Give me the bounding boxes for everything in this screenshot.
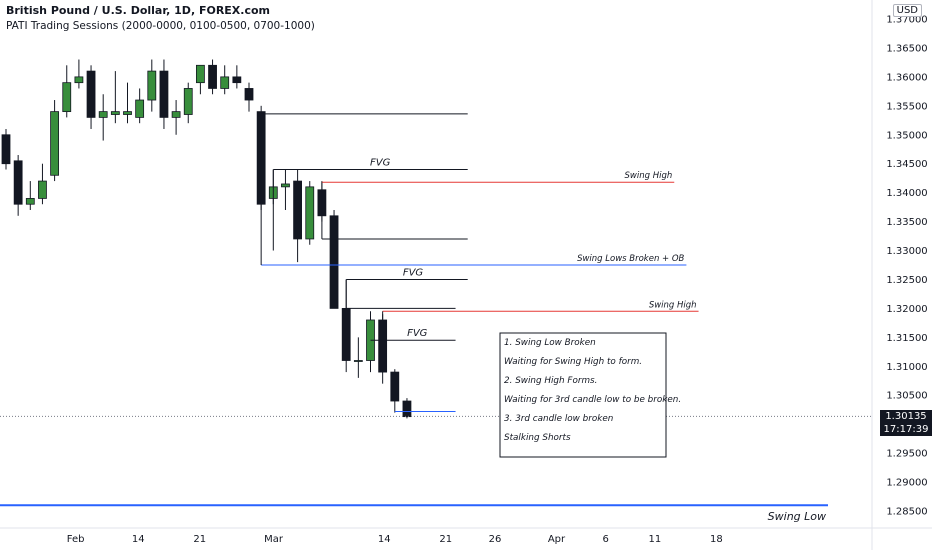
note-line: Stalking Shorts (504, 433, 571, 443)
price-tick-label: 1.31500 (886, 333, 927, 344)
price-tick-label: 1.33000 (886, 246, 927, 257)
price-tick-label: 1.32500 (886, 275, 927, 286)
time-tick-label: 11 (649, 534, 662, 545)
price-tick-label: 1.30500 (886, 391, 927, 402)
candle-body (38, 180, 47, 199)
candle-body (123, 111, 132, 115)
time-tick-label: 18 (710, 534, 723, 545)
candle-body (25, 198, 35, 205)
price-tick-label: 1.36000 (886, 72, 927, 83)
price-tick-label: 1.34000 (886, 188, 927, 199)
price-tick-label: 1.36500 (886, 43, 927, 54)
note-line: 3. 3rd candle low broken (504, 414, 613, 424)
time-tick-label: 6 (603, 534, 609, 545)
candle-body (74, 76, 84, 84)
price-tick-label: 1.33500 (886, 217, 927, 228)
candle-body (244, 88, 254, 101)
price-tick-label: 1.35000 (886, 130, 927, 141)
time-tick-label: Apr (548, 534, 566, 545)
candle-body (329, 215, 339, 309)
annotation-label: FVG (407, 328, 428, 339)
last-price-label: 1.30135 (880, 410, 932, 423)
candle-body (1, 134, 11, 165)
candle-body (390, 371, 400, 402)
candle-body (353, 360, 363, 362)
time-tick-label: Mar (264, 534, 284, 545)
candle-body (159, 70, 169, 118)
indicator-legend[interactable]: PATI Trading Sessions (2000-0000, 0100-0… (6, 20, 315, 32)
currency-badge[interactable]: USD (892, 4, 922, 17)
price-plot (0, 59, 872, 419)
note-line: 2. Swing High Forms. (504, 376, 597, 386)
candle-body (171, 111, 181, 118)
candle-body (195, 64, 205, 84)
candle-body (50, 111, 59, 176)
candle-body (293, 180, 303, 240)
note-line: Waiting for 3rd candle low to be broken. (504, 395, 681, 405)
candle-body (98, 111, 108, 118)
candle-body (110, 111, 120, 115)
annotation-label: Swing Lows Broken + OB (577, 254, 684, 264)
candle-body (135, 99, 145, 118)
price-tick-label: 1.37000 (886, 15, 927, 26)
bar-countdown-label: 17:17:39 (880, 423, 932, 436)
candle-body (62, 82, 72, 113)
annotation-label: FVG (403, 267, 424, 278)
symbol-title: British Pound / U.S. Dollar, 1D, FOREX.c… (6, 4, 270, 17)
time-tick-label: 14 (132, 534, 145, 545)
candle-body (208, 64, 217, 89)
candle-body (402, 400, 412, 418)
notes-box (499, 332, 667, 458)
price-tick-label: 1.29500 (886, 449, 927, 460)
candle-body (305, 186, 315, 240)
annotation-layer: FVG Swing High Swing Lows Broken + OB FVG Sw… (0, 113, 828, 523)
annotation-label: FVG (370, 157, 391, 168)
time-tick-label: 26 (489, 534, 502, 545)
candle-body (86, 70, 96, 118)
price-tick-label: 1.32000 (886, 304, 927, 315)
price-tick-label: 1.34500 (886, 159, 927, 170)
price-tick-label: 1.35500 (886, 101, 927, 112)
annotation-label: Swing Low (768, 510, 826, 523)
candle-body (13, 160, 23, 205)
candle-body (183, 88, 193, 115)
time-tick-label: 14 (378, 534, 391, 545)
candle-body (281, 183, 290, 188)
candle-body (232, 76, 242, 84)
annotation-label: Swing High (649, 300, 697, 310)
candle-body (220, 76, 230, 89)
note-line: Waiting for Swing High to form. (504, 357, 642, 367)
price-tick-label: 1.31000 (886, 362, 927, 373)
time-tick-label: 21 (193, 534, 206, 545)
price-tick-label: 1.29000 (886, 478, 927, 489)
note-line: 1. Swing Low Broken (504, 338, 596, 348)
time-tick-label: Feb (67, 534, 85, 545)
time-tick-label: 21 (439, 534, 452, 545)
candle-body (147, 70, 157, 101)
price-tick-label: 1.28500 (886, 507, 927, 518)
candle-body (341, 308, 351, 361)
annotation-label: Swing High (625, 171, 673, 181)
